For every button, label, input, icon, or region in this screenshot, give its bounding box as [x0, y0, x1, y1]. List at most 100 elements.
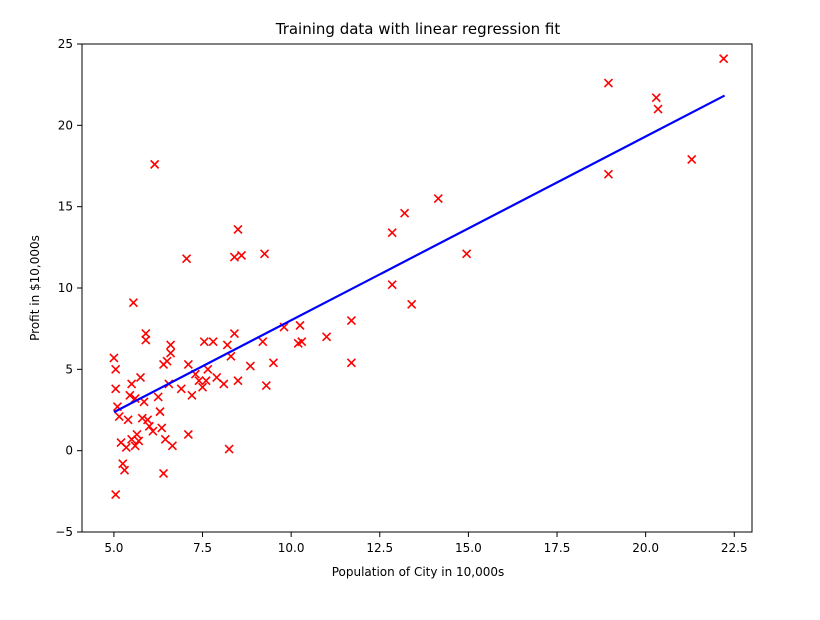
data-point-marker — [118, 459, 128, 469]
marker-stroke — [433, 193, 443, 204]
data-point-marker — [137, 413, 147, 423]
data-point-marker — [160, 434, 170, 444]
marker-stroke — [132, 429, 142, 439]
data-point-marker — [183, 429, 193, 439]
axes: 5.0 7.5 10.0 12.5 15.0 17.5 20.0 22.5 −5 0 5 10 15 20… — [55, 37, 753, 555]
marker-stroke — [141, 328, 151, 339]
data-point-marker — [114, 411, 124, 422]
marker-stroke — [199, 337, 209, 347]
marker-stroke — [687, 154, 697, 165]
data-point-marker — [162, 356, 172, 366]
marker-stroke — [155, 407, 165, 417]
data-point-marker — [229, 328, 239, 339]
marker-stroke — [166, 340, 176, 350]
data-point-marker — [222, 340, 232, 350]
marker-stroke — [135, 372, 146, 383]
marker-stroke — [130, 441, 140, 451]
marker-stroke — [194, 376, 204, 386]
marker-stroke — [187, 390, 197, 400]
marker-stroke — [229, 328, 239, 339]
marker-stroke — [201, 376, 211, 386]
marker-stroke — [387, 280, 397, 290]
marker-stroke — [407, 299, 417, 309]
data-point-marker — [109, 353, 119, 363]
marker-stroke — [295, 320, 305, 330]
marker-stroke — [203, 364, 213, 374]
data-point-marker — [407, 299, 417, 309]
data-point-marker — [258, 337, 268, 347]
data-point-marker — [233, 376, 243, 386]
data-point-marker — [224, 444, 234, 454]
data-point-marker — [229, 252, 239, 262]
y-tick-label: 5 — [65, 362, 73, 376]
marker-stroke — [462, 249, 472, 259]
marker-stroke — [222, 340, 232, 350]
marker-stroke — [297, 337, 307, 347]
marker-stroke — [176, 384, 186, 394]
data-point-marker — [651, 93, 661, 103]
data-point-marker — [148, 426, 158, 436]
marker-stroke — [719, 54, 729, 64]
y-tick-label: 10 — [58, 281, 73, 295]
chart-title: Training data with linear regression fit — [275, 20, 561, 38]
data-point-marker — [687, 154, 697, 165]
marker-stroke — [226, 351, 236, 361]
y-axis-label: Profit in $10,000s — [28, 235, 42, 341]
marker-stroke — [150, 159, 160, 169]
data-point-marker — [194, 376, 204, 386]
data-point-marker — [346, 358, 356, 368]
data-point-marker — [387, 228, 397, 238]
data-point-marker — [182, 254, 192, 264]
marker-stroke — [400, 208, 410, 218]
marker-stroke — [346, 358, 356, 368]
marker-stroke — [144, 421, 154, 431]
y-tick-label: 15 — [58, 200, 73, 214]
marker-stroke — [387, 228, 397, 238]
regression-line — [113, 94, 726, 414]
data-point-marker — [346, 315, 356, 326]
data-point-marker — [719, 54, 729, 64]
data-point-marker — [400, 208, 410, 218]
marker-stroke — [268, 358, 278, 368]
data-point-marker — [143, 415, 153, 425]
data-point-marker — [261, 381, 271, 391]
data-point-marker — [134, 436, 144, 446]
marker-stroke — [141, 335, 151, 345]
marker-stroke — [346, 315, 356, 326]
data-point-marker — [135, 372, 146, 383]
marker-stroke — [112, 402, 123, 412]
marker-stroke — [233, 376, 243, 386]
marker-stroke — [148, 426, 158, 436]
marker-stroke — [134, 436, 144, 446]
y-tick-label: 25 — [58, 37, 73, 51]
data-point-marker — [166, 340, 176, 350]
y-tick-label: 20 — [58, 118, 73, 132]
marker-stroke — [651, 93, 661, 103]
data-point-marker — [130, 441, 140, 451]
marker-stroke — [233, 224, 243, 235]
marker-stroke — [128, 298, 138, 308]
data-point-marker — [153, 392, 163, 402]
marker-stroke — [183, 359, 193, 370]
marker-stroke — [111, 490, 121, 500]
x-axis-label: Population of City in 10,000s — [332, 565, 505, 579]
marker-stroke — [114, 411, 124, 422]
marker-stroke — [153, 392, 163, 402]
marker-stroke — [121, 442, 131, 452]
marker-stroke — [125, 390, 135, 400]
data-point-marker — [166, 348, 176, 358]
marker-stroke — [322, 332, 332, 342]
data-point-marker — [201, 376, 211, 386]
data-point-marker — [295, 320, 305, 330]
data-point-marker — [111, 384, 121, 394]
marker-stroke — [224, 444, 234, 454]
data-point-marker — [141, 328, 151, 339]
marker-stroke — [127, 379, 137, 389]
marker-stroke — [229, 252, 239, 262]
data-point-marker — [128, 298, 138, 308]
marker-stroke — [160, 434, 170, 444]
marker-stroke — [182, 254, 192, 264]
marker-stroke — [109, 353, 119, 363]
data-point-marker — [144, 421, 154, 431]
marker-stroke — [119, 465, 130, 475]
